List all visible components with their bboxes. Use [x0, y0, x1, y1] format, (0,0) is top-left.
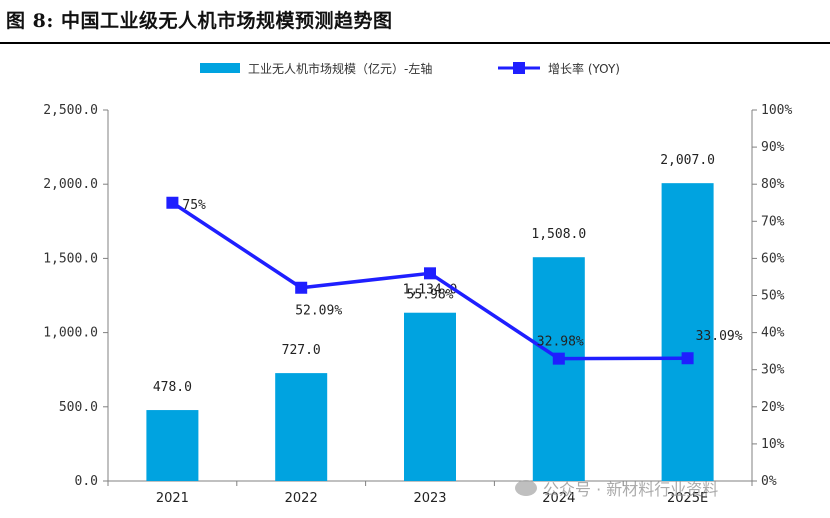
legend-line-marker — [513, 62, 525, 74]
left-axis-tick-label: 500.0 — [59, 400, 98, 415]
legend-bar-label: 工业无人机市场规模（亿元）-左轴 — [248, 61, 432, 76]
figure-title: 图 8: 中国工业级无人机市场规模预测趋势图 — [6, 10, 393, 32]
left-axis-tick-label: 0.0 — [75, 474, 98, 489]
title-rule — [0, 42, 830, 44]
watermark: 公众号 · 新材料行业资料 — [515, 476, 718, 500]
right-axis-tick-label: 30% — [761, 363, 785, 378]
growth-value-label: 75% — [182, 198, 206, 213]
left-axis-tick-label: 2,500.0 — [43, 103, 98, 118]
growth-value-label: 33.09% — [696, 329, 743, 344]
left-axis-tick-label: 1,000.0 — [43, 326, 98, 341]
bar-value-label: 727.0 — [282, 343, 321, 358]
x-axis-tick-label: 2022 — [285, 491, 318, 506]
legend-line-label: 增长率 (YOY) — [548, 61, 620, 76]
growth-line — [166, 196, 694, 365]
bar-value-label: 478.0 — [153, 380, 192, 395]
bar — [146, 410, 199, 481]
right-axis-tick-label: 10% — [761, 437, 785, 452]
growth-point — [295, 281, 308, 294]
legend: 工业无人机市场规模（亿元）-左轴 增长率 (YOY) — [200, 61, 620, 76]
right-axis-tick-label: 0% — [761, 474, 777, 489]
growth-value-label: 32.98% — [537, 335, 584, 350]
axes: 0.0 500.0 1,000.0 1,500.0 2,000.0 2,500.0 0% 10… — [43, 103, 792, 506]
right-axis-tick-label: 90% — [761, 140, 785, 155]
bar — [404, 312, 456, 481]
bar-value-label: 1,134.0 — [403, 283, 458, 298]
bar-labels: 478.0 727.0 1,134.0 1,508.0 2,007.0 — [153, 153, 715, 395]
growth-value-label: 52.09% — [295, 304, 342, 319]
x-axis-tick-label: 2021 — [156, 491, 189, 506]
growth-point — [681, 352, 694, 365]
bar — [275, 373, 328, 481]
x-axis-tick-label: 2024 — [542, 491, 575, 506]
growth-point — [424, 267, 436, 280]
right-axis-tick-label: 80% — [761, 177, 785, 192]
x-axis-tick-label: 2025E — [667, 491, 708, 506]
right-axis-tick-label: 100% — [761, 103, 792, 118]
growth-labels: 75% 52.09% 55.98% 32.98% 33.09% — [182, 198, 742, 350]
right-axis-tick-label: 50% — [761, 289, 785, 304]
bar — [661, 183, 714, 481]
bar-value-label: 2,007.0 — [660, 153, 715, 168]
right-axis-tick-label: 70% — [761, 214, 785, 229]
wechat-logo-icon — [515, 480, 537, 496]
right-axis-tick-label: 20% — [761, 400, 785, 415]
legend-bar-swatch — [200, 63, 240, 73]
bars — [146, 183, 714, 481]
right-axis-tick-label: 40% — [761, 326, 785, 341]
bar-value-label: 1,508.0 — [531, 227, 586, 242]
x-axis-tick-label: 2023 — [413, 491, 446, 506]
left-axis-tick-label: 1,500.0 — [43, 251, 98, 266]
bar — [532, 257, 585, 481]
growth-point — [166, 196, 179, 209]
left-axis-tick-label: 2,000.0 — [43, 177, 98, 192]
watermark-text: 公众号 · 新材料行业资料 — [543, 480, 719, 499]
growth-value-label: 55.98% — [407, 287, 454, 302]
growth-point — [552, 352, 565, 365]
right-axis-tick-label: 60% — [761, 251, 785, 266]
